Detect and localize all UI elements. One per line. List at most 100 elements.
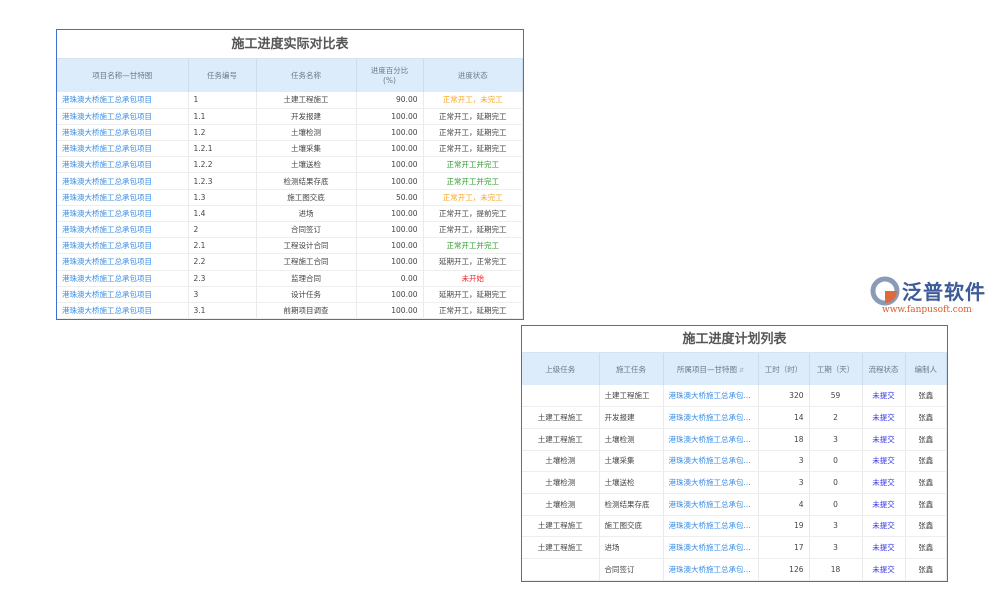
- workflow-status[interactable]: 未提交: [862, 558, 906, 581]
- construction-task: 土壤检测: [599, 428, 664, 451]
- column-header[interactable]: 施工任务: [599, 353, 664, 385]
- project-link[interactable]: 港珠澳大桥施工总承包...: [663, 385, 759, 408]
- table-row[interactable]: 土壤检测 检测结果存底 港珠澳大桥施工总承包... 4 0 未提交 张鑫: [522, 493, 947, 516]
- parent-task: 土壤检测: [522, 471, 600, 494]
- table-row[interactable]: 港珠澳大桥施工总承包项目 2.3 监理合同 0.00 未开始: [57, 270, 523, 287]
- column-header[interactable]: 所属项目—甘特图 ⇵: [663, 353, 759, 385]
- project-link[interactable]: 港珠澳大桥施工总承包项目: [57, 172, 189, 190]
- project-link[interactable]: 港珠澳大桥施工总承包...: [663, 558, 759, 581]
- table-row[interactable]: 港珠澳大桥施工总承包项目 1.4 进场 100.00 正常开工，提前完工: [57, 205, 523, 223]
- workflow-status[interactable]: 未提交: [862, 450, 906, 473]
- table-row[interactable]: 土壤检测 土壤送检 港珠澳大桥施工总承包... 3 0 未提交 张鑫: [522, 471, 947, 494]
- table-row[interactable]: 港珠澳大桥施工总承包项目 1.2.1 土壤采集 100.00 正常开工，延期完工: [57, 140, 523, 158]
- table-row[interactable]: 合同签订 港珠澳大桥施工总承包... 126 18 未提交 张鑫: [522, 558, 947, 581]
- project-link[interactable]: 港珠澳大桥施工总承包...: [663, 536, 759, 559]
- table-row[interactable]: 港珠澳大桥施工总承包项目 1 土建工程施工 90.00 正常开工，未完工: [57, 92, 523, 109]
- project-link[interactable]: 港珠澳大桥施工总承包项目: [57, 270, 189, 287]
- project-link[interactable]: 港珠澳大桥施工总承包项目: [57, 189, 189, 206]
- project-link[interactable]: 港珠澳大桥施工总承包...: [663, 471, 759, 494]
- progress-percent: 100.00: [356, 140, 424, 158]
- progress-status: 正常开工并完工: [423, 237, 523, 255]
- work-hours: 126: [758, 558, 810, 581]
- column-header[interactable]: 流程状态: [862, 353, 906, 385]
- column-header[interactable]: 任务名称: [256, 59, 357, 92]
- logo-url: www.fanpusoft.com: [882, 305, 972, 315]
- construction-task: 检测结果存底: [599, 493, 664, 516]
- duration-days: 2: [809, 406, 863, 429]
- task-name: 工程施工合同: [256, 253, 357, 271]
- column-header[interactable]: 进度状态: [423, 59, 523, 92]
- task-number: 1.4: [188, 205, 257, 223]
- column-header[interactable]: 编制人: [905, 353, 947, 385]
- task-number: 2: [188, 221, 257, 239]
- project-link[interactable]: 港珠澳大桥施工总承包项目: [57, 108, 189, 125]
- project-link[interactable]: 港珠澳大桥施工总承包项目: [57, 140, 189, 158]
- duration-days: 3: [809, 515, 863, 538]
- project-link[interactable]: 港珠澳大桥施工总承包项目: [57, 205, 189, 223]
- workflow-status[interactable]: 未提交: [862, 406, 906, 429]
- project-link[interactable]: 港珠澳大桥施工总承包项目: [57, 124, 189, 142]
- project-link[interactable]: 港珠澳大桥施工总承包...: [663, 515, 759, 538]
- work-hours: 320: [758, 385, 810, 408]
- table-row[interactable]: 港珠澳大桥施工总承包项目 3.1 前期项目调查 100.00 正常开工，延期完工: [57, 302, 523, 319]
- project-link[interactable]: 港珠澳大桥施工总承包项目: [57, 92, 189, 109]
- column-header[interactable]: 工期（天）: [809, 353, 863, 385]
- workflow-status[interactable]: 未提交: [862, 428, 906, 451]
- project-link[interactable]: 港珠澳大桥施工总承包项目: [57, 221, 189, 239]
- project-link[interactable]: 港珠澳大桥施工总承包项目: [57, 286, 189, 303]
- workflow-status[interactable]: 未提交: [862, 385, 906, 408]
- workflow-status[interactable]: 未提交: [862, 493, 906, 516]
- table-row[interactable]: 港珠澳大桥施工总承包项目 2.1 工程设计合同 100.00 正常开工并完工: [57, 237, 523, 255]
- work-hours: 19: [758, 515, 810, 538]
- author: 张鑫: [905, 428, 947, 451]
- project-link[interactable]: 港珠澳大桥施工总承包项目: [57, 302, 189, 319]
- table-row[interactable]: 港珠澳大桥施工总承包项目 1.2 土壤检测 100.00 正常开工，延期完工: [57, 124, 523, 142]
- task-number: 3: [188, 286, 257, 303]
- project-link[interactable]: 港珠澳大桥施工总承包...: [663, 428, 759, 451]
- project-link[interactable]: 港珠澳大桥施工总承包...: [663, 450, 759, 473]
- table-row[interactable]: 土建工程施工 土壤检测 港珠澳大桥施工总承包... 18 3 未提交 张鑫: [522, 428, 947, 451]
- work-hours: 14: [758, 406, 810, 429]
- construction-task: 进场: [599, 536, 664, 559]
- table-body: 港珠澳大桥施工总承包项目 1 土建工程施工 90.00 正常开工，未完工 港珠澳大桥施工总…: [57, 92, 523, 319]
- workflow-status[interactable]: 未提交: [862, 471, 906, 494]
- header-label: 上级任务: [545, 364, 576, 374]
- sort-icon[interactable]: ⇵: [737, 366, 744, 374]
- table-row[interactable]: 土建工程施工 开发报建 港珠澳大桥施工总承包... 14 2 未提交 张鑫: [522, 406, 947, 429]
- header-row: 上级任务 施工任务 所属项目—甘特图 ⇵ 工时（时） 工期（天） 流程状态 编制人: [522, 353, 947, 385]
- table-row[interactable]: 土建工程施工 进场 港珠澳大桥施工总承包... 17 3 未提交 张鑫: [522, 536, 947, 559]
- column-header[interactable]: 任务编号: [188, 59, 257, 92]
- column-header[interactable]: 工时（时）: [758, 353, 810, 385]
- table-row[interactable]: 港珠澳大桥施工总承包项目 2 合同签订 100.00 正常开工，延期完工: [57, 221, 523, 239]
- header-label: 工期（天）: [816, 364, 855, 374]
- table-row[interactable]: 港珠澳大桥施工总承包项目 1.2.3 检测结果存底 100.00 正常开工并完工: [57, 172, 523, 190]
- table-row[interactable]: 港珠澳大桥施工总承包项目 3 设计任务 100.00 延期开工，延期完工: [57, 286, 523, 303]
- header-label: 施工任务: [616, 364, 646, 374]
- column-header[interactable]: 进度百分比 (%): [356, 59, 424, 92]
- table-row[interactable]: 土建工程施工 施工图交底 港珠澳大桥施工总承包... 19 3 未提交 张鑫: [522, 515, 947, 538]
- progress-percent: 100.00: [356, 124, 424, 142]
- table-row[interactable]: 土壤检测 土壤采集 港珠澳大桥施工总承包... 3 0 未提交 张鑫: [522, 450, 947, 473]
- column-header[interactable]: 上级任务: [522, 353, 600, 385]
- project-link[interactable]: 港珠澳大桥施工总承包...: [663, 493, 759, 516]
- progress-percent: 100.00: [356, 221, 424, 239]
- column-header[interactable]: 项目名称—甘特图: [57, 59, 189, 92]
- workflow-status[interactable]: 未提交: [862, 515, 906, 538]
- parent-task: 土壤检测: [522, 450, 600, 473]
- task-number: 1.2: [188, 124, 257, 142]
- project-link[interactable]: 港珠澳大桥施工总承包项目: [57, 237, 189, 255]
- table-row[interactable]: 土建工程施工 港珠澳大桥施工总承包... 320 59 未提交 张鑫: [522, 385, 947, 408]
- task-name: 前期项目调查: [256, 302, 357, 319]
- project-link[interactable]: 港珠澳大桥施工总承包...: [663, 406, 759, 429]
- table-row[interactable]: 港珠澳大桥施工总承包项目 1.1 开发报建 100.00 正常开工，延期完工: [57, 108, 523, 125]
- task-number: 1.2.2: [188, 156, 257, 174]
- project-link[interactable]: 港珠澳大桥施工总承包项目: [57, 253, 189, 271]
- table-row[interactable]: 港珠澳大桥施工总承包项目 1.3 施工图交底 50.00 正常开工，未完工: [57, 189, 523, 206]
- author: 张鑫: [905, 385, 947, 408]
- workflow-status[interactable]: 未提交: [862, 536, 906, 559]
- table-row[interactable]: 港珠澳大桥施工总承包项目 1.2.2 土壤送检 100.00 正常开工并完工: [57, 156, 523, 174]
- table-row[interactable]: 港珠澳大桥施工总承包项目 2.2 工程施工合同 100.00 延期开工，正常完工: [57, 253, 523, 271]
- progress-status: 正常开工，延期完工: [423, 124, 523, 142]
- construction-task: 合同签订: [599, 558, 664, 581]
- project-link[interactable]: 港珠澳大桥施工总承包项目: [57, 156, 189, 174]
